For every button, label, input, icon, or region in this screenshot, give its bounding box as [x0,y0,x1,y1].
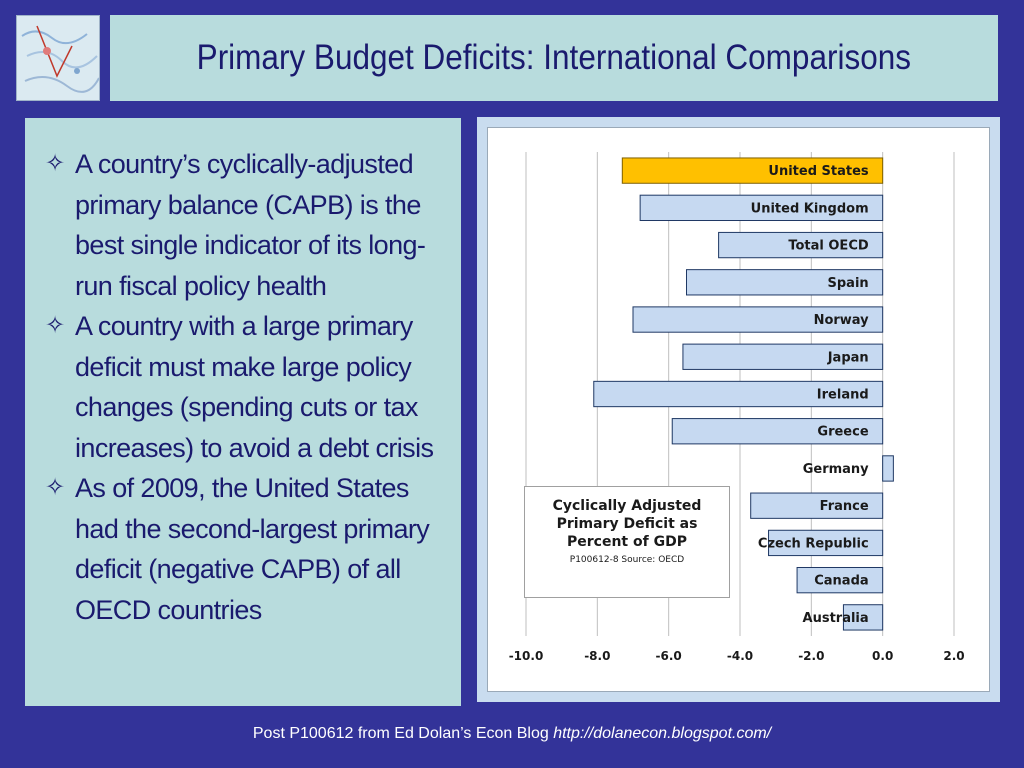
bar-label: Ireland [817,388,869,403]
bullet-text: A country with a large primary deficit m… [75,311,434,463]
bar [796,566,884,594]
chart-title-box: Cyclically Adjusted Primary Deficit as P… [524,486,730,598]
bar-label: Norway [814,313,870,328]
chart-frame: United States United Kingdom Total OECD Spa… [477,117,1000,702]
chart-source: P100612-8 Source: OECD [569,555,685,565]
bar-label: Germany [803,462,869,477]
x-tick-label: 0.0 [872,649,893,663]
bar-chart: United States United Kingdom Total OECD Spa… [509,152,965,663]
bar [671,418,884,445]
slide-title: Primary Budget Deficits: International C… [196,38,912,77]
footer-text: Post P100612 from Ed Dolan’s Econ Blog [252,725,554,742]
x-tick-label: -8.0 [584,649,610,663]
star-outline-icon: ✧ [45,150,66,177]
x-tick-label: -2.0 [798,649,824,663]
x-tick-label: -4.0 [727,649,753,663]
bar [621,157,884,184]
bar-label: France [820,499,869,514]
bullet-text: A country’s cyclically-adjusted primary … [75,149,426,301]
bar [842,604,884,631]
x-tick-label: -6.0 [656,649,682,663]
bar-label: Total OECD [788,239,869,254]
chart-area: United States United Kingdom Total OECD Spa… [487,127,990,692]
chart-title: Cyclically Adjusted Primary Deficit as P… [552,498,702,550]
bar-label: United States [768,164,869,179]
bar [632,306,884,333]
bar [639,194,884,222]
bar [686,269,884,296]
bullet-text: As of 2009, the United States had the se… [75,473,430,625]
blog-logo [16,15,100,101]
title-bar: Primary Budget Deficits: International C… [110,15,998,101]
x-tick-label: 2.0 [943,649,964,663]
bar [593,380,884,408]
text-panel: ✧ A country’s cyclically-adjusted primar… [25,118,461,706]
map-logo-graphic [17,16,99,100]
footer-url[interactable]: http://dolanecon.blogspot.com/ [553,725,772,742]
bullet-item: ✧ As of 2009, the United States had the … [45,468,453,630]
bar [750,492,884,519]
bar [682,343,884,370]
bar-label: Japan [827,350,869,365]
star-outline-icon: ✧ [45,312,66,339]
x-tick-label: -10.0 [509,649,544,663]
bullet-item: ✧ A country’s cyclically-adjusted primar… [45,144,453,306]
bar-label: Czech Republic [758,536,869,551]
bar [768,529,884,557]
bar-label: Australia [803,611,869,626]
bar-label: United Kingdom [751,201,869,216]
bar [882,455,894,482]
star-outline-icon: ✧ [45,474,66,501]
bar [718,231,884,259]
footer: Post P100612 from Ed Dolan’s Econ Blog h… [0,725,1024,743]
bar-label: Canada [814,574,868,589]
bar-label: Spain [828,276,869,291]
bullet-item: ✧ A country with a large primary deficit… [45,306,453,468]
bar-label: Greece [817,425,868,440]
